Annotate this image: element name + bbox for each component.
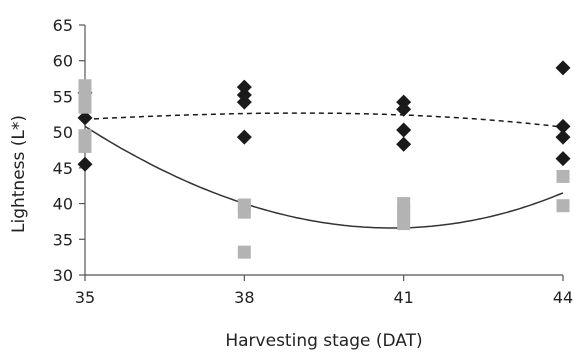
y-tick-label: 60 [53, 52, 73, 71]
x-tick-label: 44 [553, 288, 573, 307]
data-points [77, 60, 571, 259]
y-tick-label: 35 [53, 230, 73, 249]
diamond-point [555, 60, 571, 76]
diamond-point [396, 136, 412, 152]
diamond-point [77, 110, 93, 126]
square-point [556, 169, 570, 183]
square-point [556, 199, 570, 213]
x-tick-label: 38 [234, 288, 254, 307]
y-tick-label: 65 [53, 16, 73, 35]
x-axis-title: Harvesting stage (DAT) [225, 331, 422, 351]
square-point [78, 100, 92, 114]
dashed-trend-line [84, 112, 564, 128]
y-axis-title: Lightness (L*) [9, 115, 29, 233]
y-tick-label: 40 [53, 195, 73, 214]
diamond-point [396, 101, 412, 117]
y-tick-label: 45 [53, 159, 73, 178]
trend-lines [84, 112, 564, 229]
y-tick-label: 55 [53, 87, 73, 106]
diamond-point [555, 118, 571, 134]
square-point [397, 217, 411, 231]
square-point [78, 89, 92, 103]
y-tick-label: 50 [53, 123, 73, 142]
y-tick-label: 30 [53, 266, 73, 285]
x-axis-ticks: 35 38 41 44 [75, 275, 573, 307]
solid-trend-line [84, 125, 564, 229]
square-point [78, 139, 92, 153]
x-tick-label: 35 [75, 288, 95, 307]
diamond-point [396, 122, 412, 138]
square-point [237, 205, 251, 219]
square-point [237, 245, 251, 259]
diamond-point [555, 151, 571, 167]
diamond-point [236, 129, 252, 145]
square-point [78, 79, 92, 93]
diamond-point [236, 94, 252, 110]
square-point [78, 129, 92, 143]
x-tick-label: 41 [393, 288, 413, 307]
y-axis-ticks: 30 35 40 45 50 55 60 65 [53, 16, 85, 285]
diamond-point [236, 79, 252, 95]
diamond-point [77, 156, 93, 172]
diamond-point [555, 129, 571, 145]
